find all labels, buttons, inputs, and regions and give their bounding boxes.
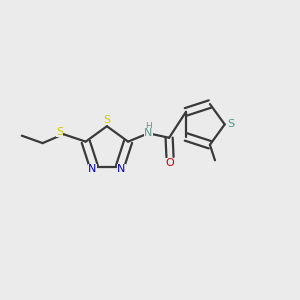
Text: S: S (103, 115, 110, 125)
Text: S: S (56, 127, 63, 137)
Text: N: N (144, 128, 152, 138)
Text: N: N (117, 164, 126, 174)
Text: O: O (166, 158, 174, 168)
Text: N: N (88, 164, 97, 174)
Text: S: S (228, 119, 235, 129)
Text: H: H (145, 122, 152, 131)
